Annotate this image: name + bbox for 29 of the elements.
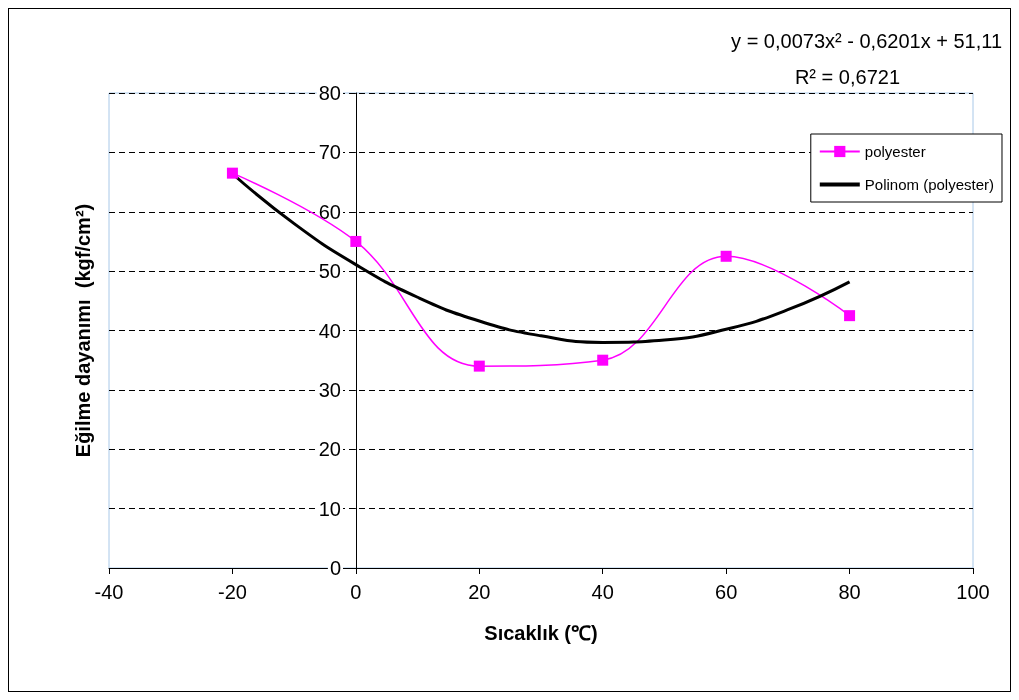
y-tick-label: 0 [329, 557, 341, 579]
text: y = 0,0073x² - 0,6201x + 51,11 [731, 30, 1003, 52]
x-tick-label: 40 [591, 581, 614, 603]
point [844, 310, 856, 322]
x-tick-label: -20 [217, 581, 247, 603]
text: R² = 0,6721 [794, 66, 901, 88]
x-tick-label: 60 [715, 581, 738, 603]
point [350, 235, 362, 247]
point [720, 250, 732, 262]
x-axis-title: Sıcaklık (℃) [484, 622, 598, 644]
legend-label: polyester [864, 143, 926, 160]
y-tick-label: 40 [318, 319, 341, 342]
y-tick-label: 30 [318, 378, 341, 401]
point [473, 360, 485, 372]
x-tick-label: -40 [94, 581, 124, 603]
x-tick-label: 100 [956, 581, 990, 603]
y-tick-label: 20 [318, 438, 341, 461]
y-tick-label: 60 [318, 200, 341, 223]
x-tick-label: 80 [838, 581, 861, 603]
legend-label: Polinom (polyester) [864, 176, 994, 193]
y-tick-label: 70 [318, 141, 341, 164]
x-tick-label: 0 [350, 581, 362, 603]
x-tick-label: 20 [468, 581, 491, 603]
y-tick-label: 80 [318, 82, 341, 104]
point [597, 354, 609, 366]
y-axis-title: Eğilme dayanımı (kgf/cm²) [72, 203, 94, 458]
y-tick-label: 10 [318, 497, 341, 520]
point [226, 167, 238, 179]
y-tick-label: 50 [318, 260, 341, 283]
